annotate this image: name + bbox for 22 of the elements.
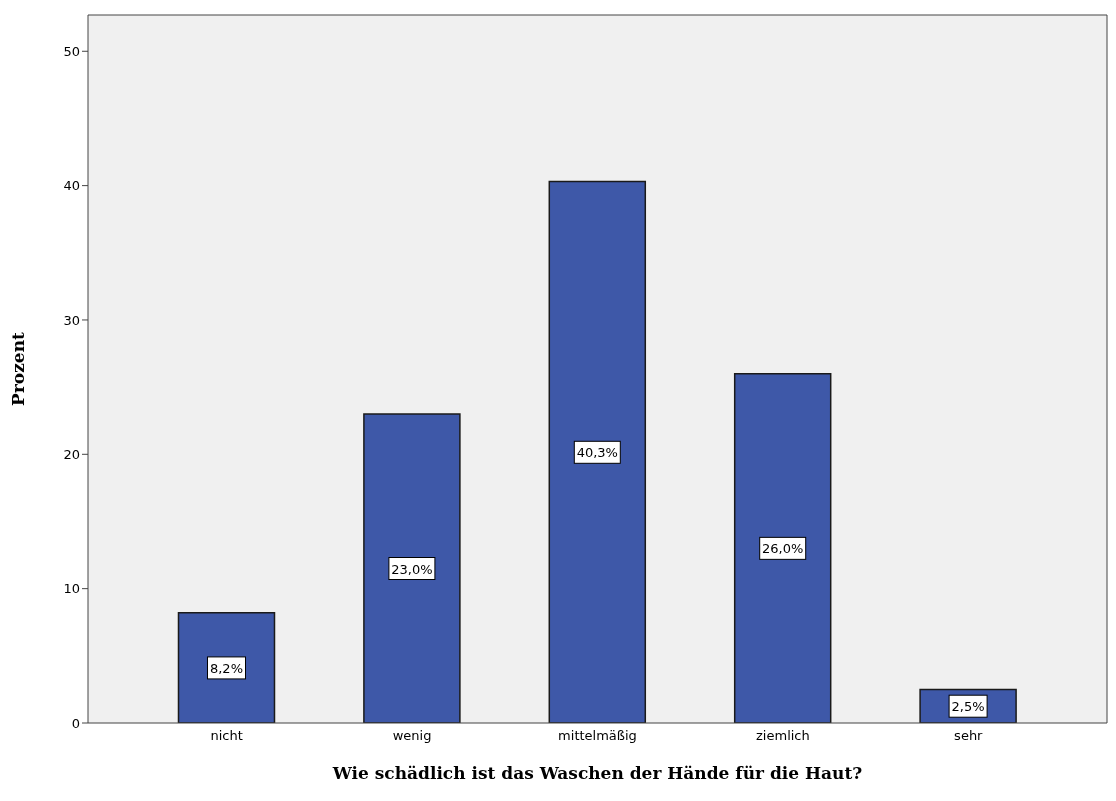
data-label: 26,0% xyxy=(762,541,804,557)
bar xyxy=(548,180,647,723)
x-tick-label: mittelmäßig xyxy=(558,728,637,744)
y-tick-label: 10 xyxy=(63,581,80,597)
y-tick-label: 40 xyxy=(63,178,80,194)
data-label: 23,0% xyxy=(391,561,433,577)
data-label: 40,3% xyxy=(576,445,618,461)
x-tick-label: sehr xyxy=(954,728,984,744)
y-tick-label: 30 xyxy=(63,312,80,328)
bar xyxy=(177,612,276,723)
y-tick-label: 0 xyxy=(71,715,80,731)
y-tick-label: 20 xyxy=(63,446,80,462)
x-tick-label: ziemlich xyxy=(756,728,810,744)
x-axis-title: Wie schädlich ist das Waschen der Hände für die Haut? xyxy=(331,763,863,783)
y-tick-label: 50 xyxy=(63,43,80,59)
y-axis-title: Prozent xyxy=(8,331,29,406)
bar xyxy=(733,372,832,723)
bar xyxy=(363,413,461,723)
x-tick-label: nicht xyxy=(210,728,243,744)
x-tick-label: wenig xyxy=(392,728,432,744)
data-label: 2,5% xyxy=(951,699,985,715)
data-label: 8,2% xyxy=(209,660,244,676)
